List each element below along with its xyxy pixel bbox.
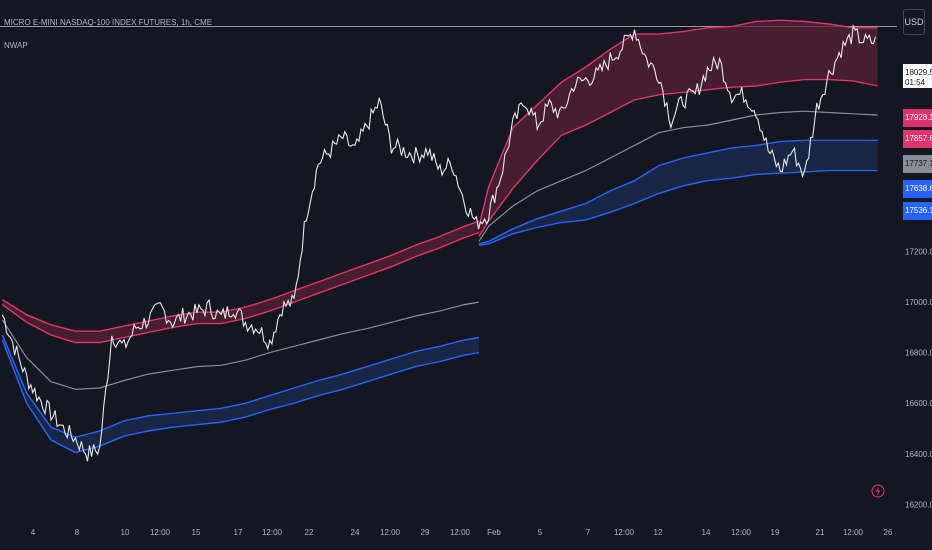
price-tag-lower2: 17536.19 <box>903 202 932 220</box>
x-tick-label: 12:00 <box>614 528 635 537</box>
x-tick-label: 21 <box>816 528 825 537</box>
lower-band-fill <box>2 335 479 453</box>
price-tag-upper2: 17928.12 <box>903 109 932 127</box>
x-tick-label: 17 <box>234 528 243 537</box>
mid-band-line <box>1 301 480 390</box>
currency-button[interactable]: USD <box>903 9 925 35</box>
svg-text:01:54: 01:54 <box>905 78 926 87</box>
upper-band-fill-segment-2 <box>478 20 878 237</box>
x-tick-label: 15 <box>192 528 201 537</box>
price-series-line <box>1 23 877 462</box>
upper2-band-line <box>2 220 480 332</box>
x-tick-label: Feb <box>487 528 501 537</box>
upper1-band-line <box>1 231 480 344</box>
x-tick-label: 7 <box>586 528 591 537</box>
x-tick-label: 12:00 <box>731 528 752 537</box>
x-tick-label: 10 <box>121 528 130 537</box>
svg-text:17737.16: 17737.16 <box>905 159 932 168</box>
svg-text:17536.19: 17536.19 <box>905 206 932 215</box>
svg-text:17928.12: 17928.12 <box>905 113 932 122</box>
lower1-band-line <box>478 139 878 245</box>
mid-band-line <box>478 110 878 242</box>
lower-band-fill-segment-2 <box>478 140 878 246</box>
upper-band-fill <box>2 221 479 343</box>
y-tick-label: 16600.00 <box>905 399 932 408</box>
price-tag-price: 18029.5001:54 <box>903 64 932 88</box>
x-tick-label: 5 <box>538 528 543 537</box>
y-tick-label: 17000.00 <box>905 298 932 307</box>
x-tick-label: 12:00 <box>262 528 283 537</box>
indicator-label[interactable]: NWAP <box>4 41 28 50</box>
x-tick-label: 8 <box>75 528 80 537</box>
price-tag-lower1: 17638.67 <box>903 180 932 198</box>
time-axis[interactable]: 4 8 10 12:00 15 17 12:00 22 24 12:00 29 12:00 Feb 5 7 1… <box>31 528 893 537</box>
x-tick-label: 12 <box>654 528 663 537</box>
y-tick-label: 17200.00 <box>905 248 932 257</box>
x-tick-label: 12:00 <box>150 528 171 537</box>
upper2-band-line <box>478 19 878 227</box>
price-tag-upper1: 17857.66 <box>903 130 932 148</box>
symbol-title: MICRO E-MINI NASDAQ-100 INDEX FUTURES, 1… <box>4 18 213 27</box>
x-tick-label: 22 <box>305 528 314 537</box>
x-tick-label: 12:00 <box>450 528 471 537</box>
x-tick-label: 4 <box>31 528 36 537</box>
lightning-icon[interactable] <box>871 484 885 498</box>
plot-area[interactable] <box>0 19 897 462</box>
svg-text:18029.50: 18029.50 <box>905 68 932 77</box>
x-tick-label: 12:00 <box>380 528 401 537</box>
svg-text:17638.67: 17638.67 <box>905 184 932 193</box>
x-tick-label: 24 <box>351 528 360 537</box>
x-tick-label: 19 <box>771 528 780 537</box>
x-tick-label: 26 <box>884 528 893 537</box>
lower2-band-line <box>478 169 878 246</box>
y-tick-label: 16200.00 <box>905 500 932 509</box>
x-tick-label: 14 <box>702 528 711 537</box>
price-axis[interactable]: 16200.00 16400.00 16600.00 16800.00 17000.00… <box>905 248 932 510</box>
upper1-band-line <box>478 78 878 237</box>
price-tag-mid: 17737.16 <box>903 155 932 173</box>
x-tick-label: 29 <box>421 528 430 537</box>
x-tick-label: 12:00 <box>843 528 864 537</box>
svg-text:17857.66: 17857.66 <box>905 134 932 143</box>
lower1-band-line <box>1 334 480 439</box>
y-tick-label: 16400.00 <box>905 450 932 459</box>
y-tick-label: 16800.00 <box>905 349 932 358</box>
